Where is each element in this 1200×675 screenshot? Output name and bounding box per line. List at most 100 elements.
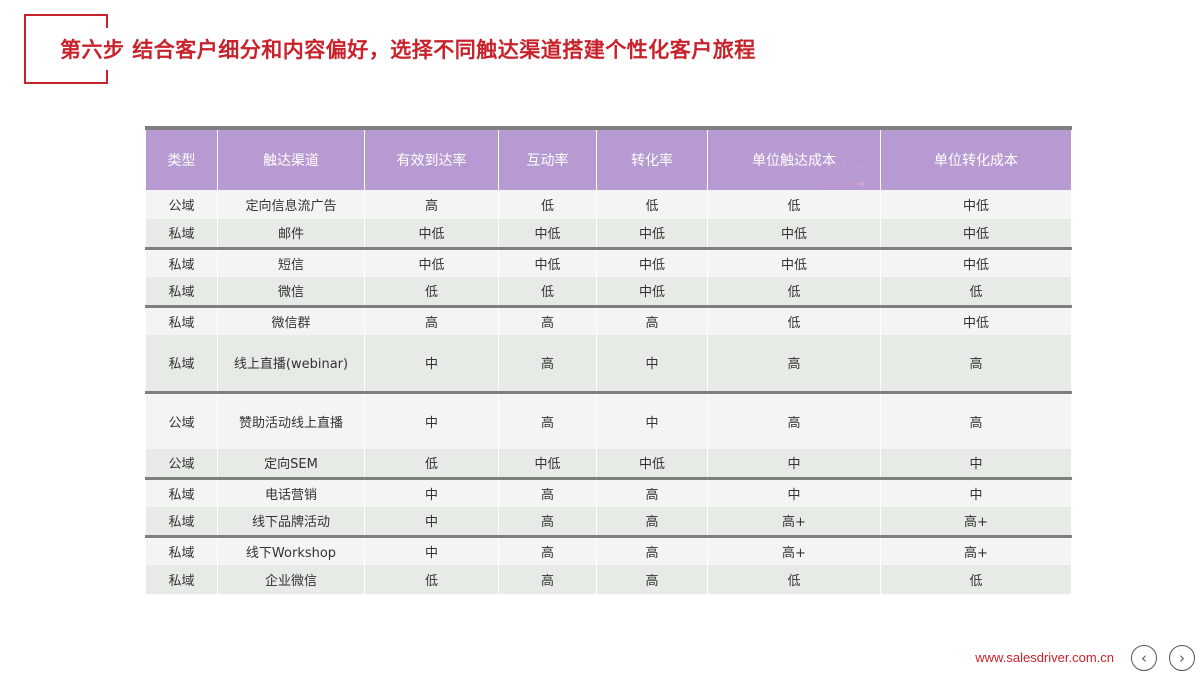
cell-unit-reach-cost: 低 <box>707 277 881 306</box>
cell-engagement-rate: 中低 <box>498 449 597 478</box>
table-row: 私域 线下Workshop 中 高 高 高+ 高+ <box>145 534 1072 565</box>
cell-channel: 赞助活动线上直播 <box>217 390 365 449</box>
cell-conversion-rate: 中低 <box>596 246 708 277</box>
cell-type: 私域 <box>145 335 218 392</box>
cell-channel: 企业微信 <box>217 565 365 594</box>
cell-conversion-rate: 高 <box>596 534 708 565</box>
cell-unit-conversion-cost: 低 <box>880 565 1072 594</box>
chevron-left-icon: ‹ <box>1141 648 1147 667</box>
cell-engagement-rate: 高 <box>498 390 597 449</box>
cell-channel: 定向信息流广告 <box>217 190 365 219</box>
next-page-button[interactable]: › <box>1169 645 1195 671</box>
cell-unit-conversion-cost: 中低 <box>880 190 1072 219</box>
cell-channel: 微信 <box>217 277 365 306</box>
cell-type: 私域 <box>145 476 218 507</box>
cell-unit-conversion-cost: 中低 <box>880 304 1072 335</box>
cell-type: 私域 <box>145 246 218 277</box>
cell-channel: 定向SEM <box>217 449 365 478</box>
cell-type: 私域 <box>145 565 218 594</box>
cell-reach-rate: 中 <box>364 534 499 565</box>
table-row: 公域 定向信息流广告 高 低 低 低 中低 <box>145 190 1072 219</box>
cell-unit-conversion-cost: 高+ <box>880 507 1072 536</box>
cell-unit-conversion-cost: 中 <box>880 449 1072 478</box>
cell-conversion-rate: 低 <box>596 190 708 219</box>
cell-unit-reach-cost: 中低 <box>707 219 881 248</box>
cell-channel: 线上直播(webinar) <box>217 335 365 392</box>
cell-reach-rate: 中 <box>364 476 499 507</box>
title-bracket-decoration <box>24 14 108 84</box>
table-row: 私域 邮件 中低 中低 中低 中低 中低 <box>145 219 1072 248</box>
cell-engagement-rate: 低 <box>498 277 597 306</box>
cell-channel: 短信 <box>217 246 365 277</box>
cell-engagement-rate: 高 <box>498 534 597 565</box>
cell-engagement-rate: 中低 <box>498 219 597 248</box>
header-channel: 触达渠道 <box>217 126 365 190</box>
cell-conversion-rate: 中 <box>596 390 708 449</box>
channel-comparison-table-container: 类型 触达渠道 有效到达率 互动率 转化率 单位触达成本 单位转化成本 公域 <box>145 126 1072 594</box>
header-engagement-rate: 互动率 <box>498 126 597 190</box>
header-unit-conversion-cost: 单位转化成本 <box>880 126 1072 190</box>
cell-engagement-rate: 高 <box>498 565 597 594</box>
cell-type: 私域 <box>145 534 218 565</box>
cell-type: 公域 <box>145 390 218 449</box>
cell-reach-rate: 低 <box>364 565 499 594</box>
cell-engagement-rate: 高 <box>498 335 597 392</box>
header-unit-reach-cost-label: 单位触达成本 <box>752 153 836 169</box>
cell-unit-reach-cost: 低 <box>707 190 881 219</box>
cell-conversion-rate: 高 <box>596 476 708 507</box>
table-row: 私域 企业微信 低 高 高 低 低 <box>145 565 1072 594</box>
header-unit-reach-cost: 单位触达成本 <box>707 126 881 190</box>
cell-engagement-rate: 中低 <box>498 246 597 277</box>
cell-unit-reach-cost: 中 <box>707 476 881 507</box>
cell-type: 私域 <box>145 277 218 306</box>
table-row: 公域 赞助活动线上直播 中 高 中 高 高 <box>145 390 1072 449</box>
cell-reach-rate: 低 <box>364 449 499 478</box>
cell-unit-reach-cost: 高 <box>707 390 881 449</box>
cell-conversion-rate: 高 <box>596 507 708 536</box>
cell-unit-conversion-cost: 中 <box>880 476 1072 507</box>
cell-reach-rate: 中 <box>364 335 499 392</box>
cell-unit-conversion-cost: 低 <box>880 277 1072 306</box>
cell-unit-conversion-cost: 高 <box>880 335 1072 392</box>
cell-engagement-rate: 高 <box>498 476 597 507</box>
cell-conversion-rate: 中低 <box>596 449 708 478</box>
cell-engagement-rate: 高 <box>498 304 597 335</box>
cell-type: 私域 <box>145 304 218 335</box>
cell-reach-rate: 中 <box>364 390 499 449</box>
table-row: 私域 微信 低 低 中低 低 低 <box>145 277 1072 306</box>
cell-unit-reach-cost: 低 <box>707 565 881 594</box>
cell-unit-reach-cost: 中低 <box>707 246 881 277</box>
table-row: 私域 短信 中低 中低 中低 中低 中低 <box>145 246 1072 277</box>
cell-unit-conversion-cost: 高 <box>880 390 1072 449</box>
cell-reach-rate: 低 <box>364 277 499 306</box>
cell-unit-conversion-cost: 高+ <box>880 534 1072 565</box>
cell-reach-rate: 中低 <box>364 219 499 248</box>
cell-unit-reach-cost: 高+ <box>707 534 881 565</box>
header-reach-rate: 有效到达率 <box>364 126 499 190</box>
cell-conversion-rate: 中低 <box>596 277 708 306</box>
cell-unit-reach-cost: 中 <box>707 449 881 478</box>
website-url: www.salesdriver.com.cn <box>975 650 1114 665</box>
table-row: 私域 电话营销 中 高 高 中 中 <box>145 476 1072 507</box>
table-row: 私域 线下品牌活动 中 高 高 高+ 高+ <box>145 507 1072 536</box>
header-type: 类型 <box>145 126 218 190</box>
cell-channel: 线下品牌活动 <box>217 507 365 536</box>
cell-engagement-rate: 低 <box>498 190 597 219</box>
table-row: 公域 定向SEM 低 中低 中低 中 中 <box>145 449 1072 478</box>
cell-conversion-rate: 高 <box>596 565 708 594</box>
cell-reach-rate: 高 <box>364 304 499 335</box>
previous-page-button[interactable]: ‹ <box>1131 645 1157 671</box>
cell-unit-conversion-cost: 中低 <box>880 246 1072 277</box>
cell-reach-rate: 中 <box>364 507 499 536</box>
cell-channel: 邮件 <box>217 219 365 248</box>
table-row: 私域 线上直播(webinar) 中 高 中 高 高 <box>145 335 1072 392</box>
chevron-right-icon: › <box>1179 648 1185 667</box>
header-conversion-rate: 转化率 <box>596 126 708 190</box>
cell-type: 公域 <box>145 449 218 478</box>
cell-reach-rate: 高 <box>364 190 499 219</box>
cell-unit-reach-cost: 高+ <box>707 507 881 536</box>
cell-unit-reach-cost: 高 <box>707 335 881 392</box>
cell-type: 私域 <box>145 507 218 536</box>
cell-channel: 线下Workshop <box>217 534 365 565</box>
cell-unit-reach-cost: 低 <box>707 304 881 335</box>
